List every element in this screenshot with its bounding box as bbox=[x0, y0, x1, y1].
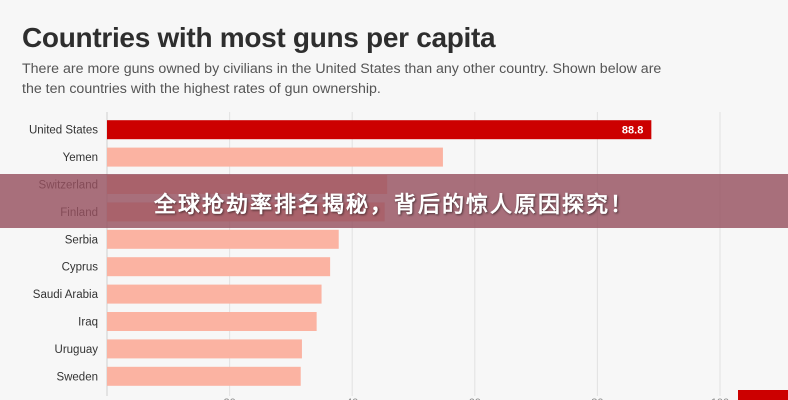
category-label-saudi-arabia: Saudi Arabia bbox=[33, 289, 99, 301]
category-label-serbia: Serbia bbox=[65, 234, 99, 246]
data-label-united-states: 88.8 bbox=[622, 125, 643, 137]
category-label-united-states: United States bbox=[29, 125, 98, 137]
bars bbox=[107, 120, 652, 386]
x-tick-label-100: 100 bbox=[711, 397, 729, 400]
category-label-yemen: Yemen bbox=[63, 152, 98, 164]
chart-subtitle: There are more guns owned by civilians i… bbox=[22, 61, 662, 97]
category-label-iraq: Iraq bbox=[78, 317, 98, 329]
bar-saudi-arabia bbox=[107, 284, 322, 304]
brand-mark bbox=[738, 390, 788, 400]
x-tick-label-80: 80 bbox=[591, 397, 603, 400]
category-label-sweden: Sweden bbox=[56, 371, 98, 383]
chart-title: Countries with most guns per capita bbox=[22, 22, 496, 53]
bar-cyprus bbox=[107, 257, 331, 277]
bar-sweden bbox=[107, 366, 301, 386]
category-label-cyprus: Cyprus bbox=[62, 262, 99, 274]
bar-yemen bbox=[107, 147, 443, 167]
overlay-banner-text: 全球抢劫率排名揭秘，背后的惊人原因探究！ bbox=[153, 193, 634, 218]
x-tick-label-20: 20 bbox=[223, 397, 235, 400]
overlay-banner: 全球抢劫率排名揭秘，背后的惊人原因探究！ bbox=[0, 174, 788, 228]
bar-uruguay bbox=[107, 339, 302, 359]
category-labels: United States88.8YemenSwitzerlandFinland… bbox=[29, 125, 643, 384]
bar-united-states bbox=[107, 120, 652, 140]
x-axis-ticks: 20 40 60 80 100 bbox=[223, 397, 729, 400]
bar-serbia bbox=[107, 229, 339, 249]
x-tick-label-40: 40 bbox=[346, 397, 358, 400]
bar-iraq bbox=[107, 312, 317, 331]
x-tick-label-60: 60 bbox=[469, 397, 481, 400]
category-label-uruguay: Uruguay bbox=[55, 344, 99, 356]
